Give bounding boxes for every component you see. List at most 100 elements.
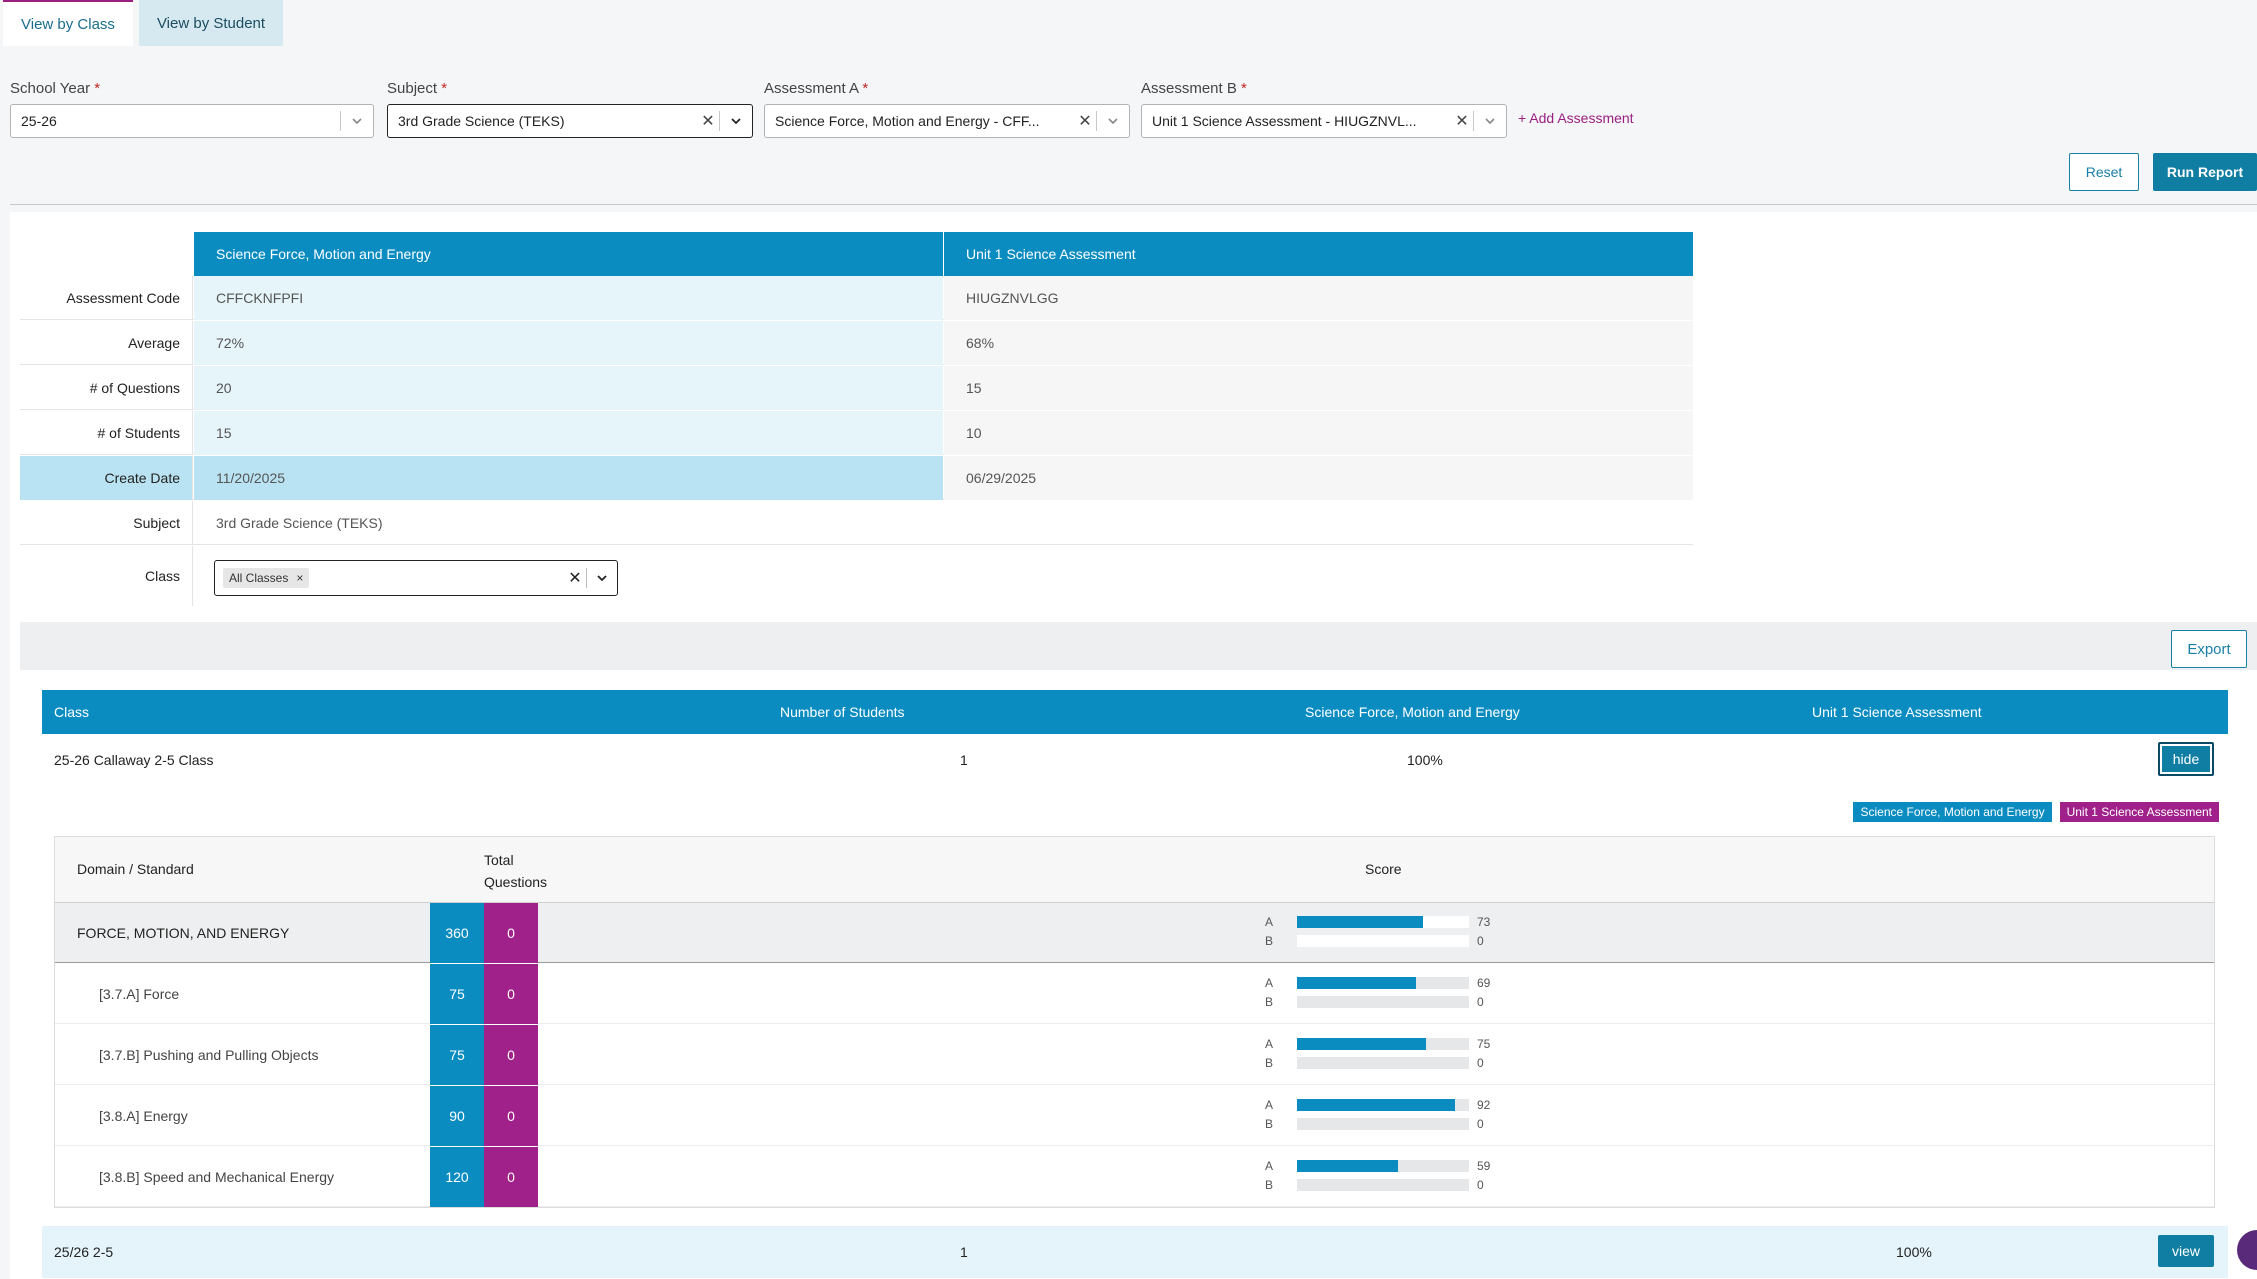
- subject-filter: Subject * 3rd Grade Science (TEKS) ✕: [387, 80, 753, 138]
- export-button[interactable]: Export: [2171, 630, 2247, 668]
- chip-remove-icon[interactable]: ×: [296, 571, 304, 585]
- table-row: 25-26 Callaway 2-5 Class 1 100% hide: [42, 734, 2228, 786]
- legend-assessment-a: Science Force, Motion and Energy: [1853, 802, 2052, 822]
- score-bar-a: A 59: [1265, 1159, 1491, 1173]
- clear-icon[interactable]: ✕: [568, 570, 582, 587]
- class-name: 25/26 2-5: [54, 1244, 114, 1260]
- assessment-b-select[interactable]: Unit 1 Science Assessment - HIUGZNVL... …: [1141, 104, 1507, 138]
- question-count-b: 0: [484, 1147, 538, 1207]
- score-track: [1297, 1057, 1469, 1069]
- chevron-down-icon[interactable]: [1097, 114, 1129, 128]
- question-count-a: 75: [430, 964, 484, 1024]
- series-label-a: A: [1265, 915, 1274, 929]
- question-count-a: 120: [430, 1147, 484, 1207]
- chevron-down-icon[interactable]: [587, 571, 617, 585]
- score-track: [1297, 1099, 1469, 1111]
- question-count-a: 75: [430, 1025, 484, 1085]
- select-separator: [719, 111, 720, 131]
- summary-row: Assessment Code CFFCKNFPFI HIUGZNVLGG: [20, 276, 1693, 320]
- assessment-a-select[interactable]: Science Force, Motion and Energy - CFF..…: [764, 104, 1130, 138]
- clear-icon[interactable]: ✕: [701, 113, 715, 130]
- chevron-down-icon[interactable]: [341, 114, 373, 128]
- school-year-select[interactable]: 25-26: [10, 104, 374, 138]
- standard-row: [3.8.A] Energy 90 0 A 92 B 0: [55, 1086, 2214, 1146]
- summary-label: Create Date: [20, 456, 193, 500]
- chat-launcher-icon[interactable]: [2237, 1230, 2257, 1270]
- assessment-b-filter: Assessment B * Unit 1 Science Assessment…: [1141, 80, 1507, 138]
- series-label-b: B: [1265, 1117, 1274, 1131]
- reset-button[interactable]: Reset: [2069, 153, 2139, 191]
- score-value-a: 59: [1477, 1159, 1491, 1173]
- select-separator: [340, 111, 341, 131]
- class-name: 25-26 Callaway 2-5 Class: [54, 752, 214, 768]
- score-bar-a: A 92: [1265, 1098, 1491, 1112]
- school-year-filter: School Year * 25-26: [10, 80, 374, 138]
- subject-select[interactable]: 3rd Grade Science (TEKS) ✕: [387, 104, 753, 138]
- hide-button[interactable]: hide: [2158, 742, 2214, 776]
- table-row: 25/26 2-5 1 100% view: [42, 1226, 2228, 1278]
- score-track: [1297, 1038, 1469, 1050]
- school-year-value: 25-26: [21, 113, 57, 129]
- chevron-down-icon[interactable]: [720, 114, 752, 128]
- standard-name: [3.8.A] Energy: [99, 1108, 188, 1124]
- question-count-b: 0: [484, 1086, 538, 1146]
- score-track: [1297, 916, 1469, 928]
- class-chip-label: All Classes: [229, 571, 289, 585]
- score-track: [1297, 1118, 1469, 1130]
- summary-value-b: HIUGZNVLGG: [944, 276, 1693, 320]
- summary-header-b: Unit 1 Science Assessment: [944, 232, 1693, 276]
- header-class: Class: [54, 704, 90, 720]
- summary-row: Average 72% 68%: [20, 321, 1693, 365]
- summary-label: Class: [20, 546, 193, 606]
- tab-view-by-class[interactable]: View by Class: [3, 0, 133, 46]
- series-label-b: B: [1265, 934, 1274, 948]
- select-separator: [1473, 111, 1474, 131]
- run-report-button[interactable]: Run Report: [2153, 153, 2257, 191]
- summary-value-a: 11/20/2025: [194, 456, 943, 500]
- student-count: 1: [960, 752, 968, 768]
- standard-row: [3.8.B] Speed and Mechanical Energy 120 0 A…: [55, 1147, 2214, 1207]
- score-b: 100%: [1896, 1244, 1932, 1260]
- summary-row: # of Questions 20 15: [20, 366, 1693, 410]
- summary-value-b: 06/29/2025: [944, 456, 1693, 500]
- standard-row: [3.7.B] Pushing and Pulling Objects 75 0 A 7…: [55, 1025, 2214, 1085]
- series-label-b: B: [1265, 1178, 1274, 1192]
- score-track: [1297, 977, 1469, 989]
- question-count-a: 360: [430, 903, 484, 963]
- summary-label: # of Questions: [20, 366, 193, 410]
- summary-subject-row: Subject 3rd Grade Science (TEKS): [20, 501, 1693, 545]
- view-tabs: View by Class View by Student: [3, 0, 284, 46]
- question-count-a: 90: [430, 1086, 484, 1146]
- score-value-b: 0: [1477, 1117, 1484, 1131]
- header-score: Score: [1365, 861, 1402, 877]
- clear-icon[interactable]: ✕: [1078, 113, 1092, 130]
- series-label-b: B: [1265, 1056, 1274, 1070]
- class-select[interactable]: All Classes × ✕: [214, 560, 618, 596]
- view-button[interactable]: view: [2158, 1235, 2214, 1267]
- assessment-b-label: Assessment B *: [1141, 80, 1247, 97]
- series-label-a: A: [1265, 1098, 1274, 1112]
- score-track: [1297, 935, 1469, 947]
- add-assessment-link[interactable]: + Add Assessment: [1518, 110, 1634, 126]
- score-value-b: 0: [1477, 934, 1484, 948]
- legend: Science Force, Motion and Energy Unit 1 …: [1853, 802, 2219, 822]
- clear-icon[interactable]: ✕: [1455, 113, 1469, 130]
- series-label-b: B: [1265, 995, 1274, 1009]
- chevron-down-icon[interactable]: [1474, 114, 1506, 128]
- score-value-a: 92: [1477, 1098, 1491, 1112]
- class-chip: All Classes ×: [223, 568, 310, 588]
- summary-label: Average: [20, 321, 193, 365]
- score-bar-a: A 69: [1265, 976, 1490, 990]
- assessment-a-value: Science Force, Motion and Energy - CFF..…: [775, 113, 1040, 129]
- select-separator: [586, 568, 587, 588]
- series-label-a: A: [1265, 976, 1274, 990]
- legend-assessment-b: Unit 1 Science Assessment: [2059, 802, 2219, 822]
- header-domain: Domain / Standard: [77, 861, 194, 877]
- tab-view-by-student[interactable]: View by Student: [138, 0, 284, 46]
- student-count: 1: [960, 1244, 968, 1260]
- detail-header: Domain / Standard Total Questions Score: [55, 837, 2214, 903]
- question-count-b: 0: [484, 903, 538, 963]
- score-fill-a: [1297, 916, 1423, 928]
